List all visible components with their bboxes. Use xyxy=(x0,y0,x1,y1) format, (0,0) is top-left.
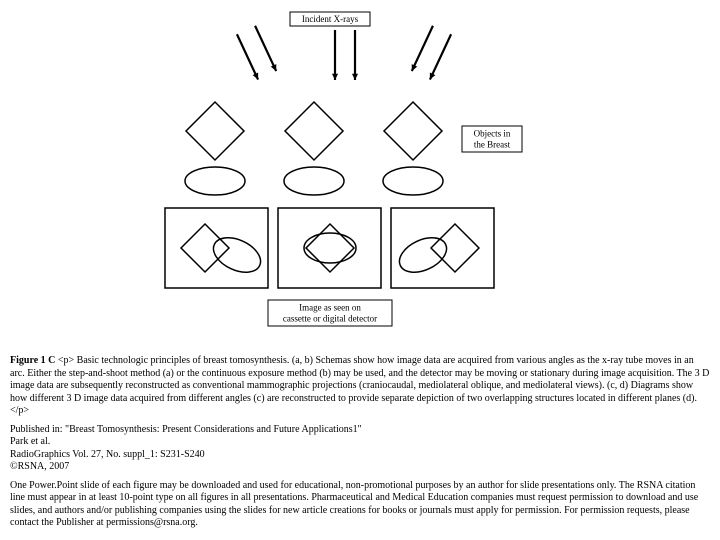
svg-text:Incident X-rays: Incident X-rays xyxy=(302,14,359,24)
figure-caption-body: <p> Basic technologic principles of brea… xyxy=(10,355,709,416)
citation-copyright: ©RSNA, 2007 xyxy=(10,461,69,472)
figure-caption: Figure 1 C <p> Basic technologic princip… xyxy=(10,355,710,418)
citation-journal: RadioGraphics Vol. 27, No. suppl_1: S231… xyxy=(10,449,205,460)
citation-authors: Park et al. xyxy=(10,436,50,447)
permissions-text: One Power.Point slide of each figure may… xyxy=(10,480,710,530)
figure-caption-block: Figure 1 C <p> Basic technologic princip… xyxy=(10,355,710,530)
figure-label: Figure 1 C xyxy=(10,355,55,366)
svg-text:Image as seen on: Image as seen on xyxy=(299,303,361,313)
svg-text:Objects in: Objects in xyxy=(474,129,511,139)
svg-text:cassette or digital detector: cassette or digital detector xyxy=(283,314,377,324)
citation-published: Published in: "Breast Tomosynthesis: Pre… xyxy=(10,424,362,435)
tomosynthesis-diagram: Incident X-rays Image as seen oncassette … xyxy=(10,8,710,353)
citation: Published in: "Breast Tomosynthesis: Pre… xyxy=(10,424,710,474)
svg-text:the Breast: the Breast xyxy=(474,140,511,150)
